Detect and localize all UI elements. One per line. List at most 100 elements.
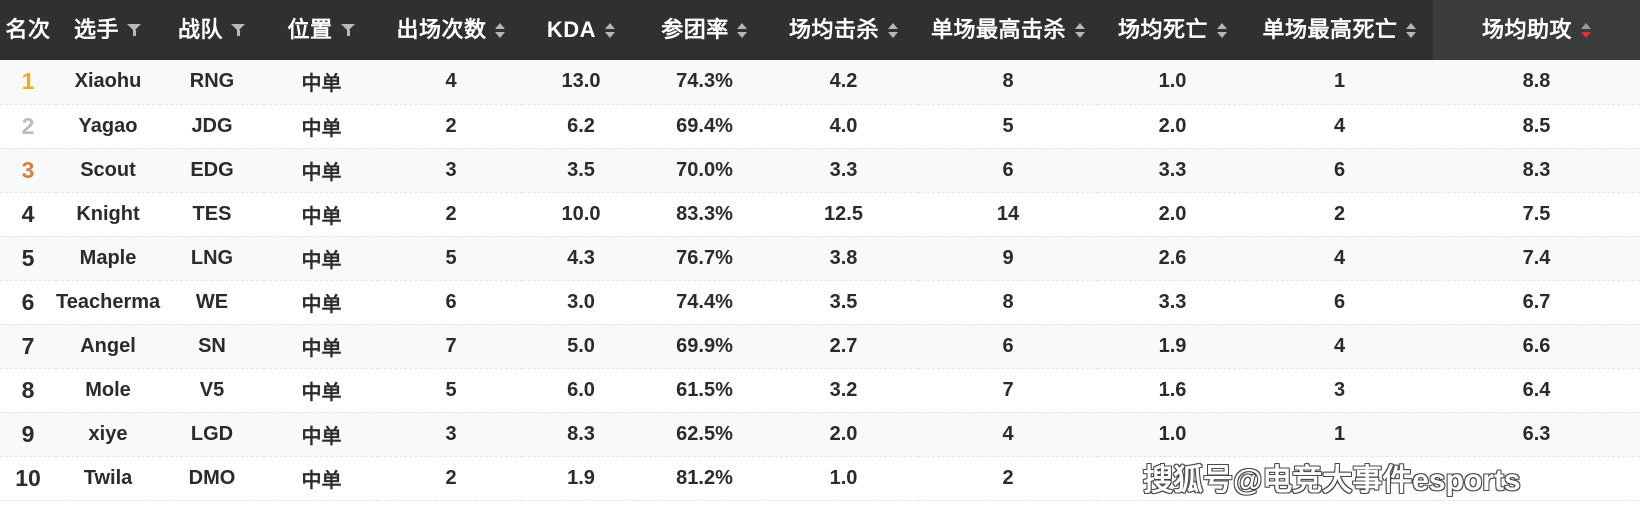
table-row[interactable]: 4 Knight TES 中单 2 10.0 83.3% 12.5 14 2.0 2 7.5 — [0, 192, 1640, 237]
cell-avgk: 4.2 — [770, 60, 917, 105]
cell-avgk: 2.7 — [770, 324, 917, 369]
table-header-row: 名次 选手 战队 位置 出场次数 KDA 参团率 场均击杀 单场最高击杀 场均死亡 单场最高死亡 场均… — [0, 0, 1640, 60]
cell-maxd: 3 — [1246, 368, 1433, 413]
cell-maxd: 4 — [1246, 324, 1433, 369]
cell-kda: 4.3 — [523, 236, 639, 281]
cell-rank: 2 — [0, 104, 56, 149]
filter-icon[interactable] — [340, 23, 356, 37]
player-stats-table: 名次 选手 战队 位置 出场次数 KDA 参团率 场均击杀 单场最高击杀 场均死亡 单场最高死亡 场均… — [0, 0, 1640, 501]
table-row[interactable]: 8 Mole V5 中单 5 6.0 61.5% 3.2 7 1.6 3 6.4 — [0, 368, 1640, 413]
cell-games: 4 — [379, 60, 523, 105]
cell-player: Knight — [56, 192, 160, 237]
cell-kda: 8.3 — [523, 412, 639, 457]
table-row[interactable]: 1 Xiaohu RNG 中单 4 13.0 74.3% 4.2 8 1.0 1 8.8 — [0, 60, 1640, 105]
column-header-label: 场均击杀 — [788, 17, 879, 42]
cell-kda: 3.5 — [523, 148, 639, 193]
column-header-position[interactable]: 位置 — [264, 0, 379, 60]
column-header-rank[interactable]: 名次 — [0, 0, 56, 60]
cell-rank: 1 — [0, 60, 56, 105]
cell-maxd — [1246, 456, 1433, 501]
cell-avgd: 2.6 — [1099, 236, 1246, 281]
column-header-team[interactable]: 战队 — [160, 0, 264, 60]
cell-avgd: 1.0 — [1099, 60, 1246, 105]
cell-avgk: 3.5 — [770, 280, 917, 325]
table-row[interactable]: 9 xiye LGD 中单 3 8.3 62.5% 2.0 4 1.0 1 6.3 — [0, 412, 1640, 457]
filter-icon[interactable] — [127, 23, 142, 37]
cell-maxd: 6 — [1246, 148, 1433, 193]
cell-player: xiye — [56, 412, 160, 457]
cell-kp: 81.2% — [639, 456, 770, 501]
cell-position: 中单 — [264, 324, 379, 369]
cell-games: 2 — [379, 104, 523, 149]
cell-maxd: 6 — [1246, 280, 1433, 325]
cell-maxk: 6 — [917, 324, 1099, 369]
cell-avgk: 2.0 — [770, 412, 917, 457]
column-header-games[interactable]: 出场次数 — [379, 0, 523, 60]
table-row[interactable]: 10 Twila DMO 中单 2 1.9 81.2% 1.0 2 — [0, 456, 1640, 501]
sort-descending-icon[interactable] — [1580, 21, 1591, 39]
table-row[interactable]: 2 Yagao JDG 中单 2 6.2 69.4% 4.0 5 2.0 4 8.5 — [0, 104, 1640, 149]
table-row[interactable]: 7 Angel SN 中单 7 5.0 69.9% 2.7 6 1.9 4 6.6 — [0, 324, 1640, 369]
cell-kp: 83.3% — [639, 192, 770, 237]
cell-kp: 74.3% — [639, 60, 770, 105]
cell-kp: 62.5% — [639, 412, 770, 457]
sort-icon[interactable] — [495, 21, 506, 39]
cell-player: Twila — [56, 456, 160, 501]
sort-icon[interactable] — [1216, 21, 1227, 39]
cell-maxd: 2 — [1246, 192, 1433, 237]
cell-maxd: 4 — [1246, 104, 1433, 149]
cell-team: JDG — [160, 104, 264, 149]
column-header-kp[interactable]: 参团率 — [639, 0, 770, 60]
cell-rank: 9 — [0, 412, 56, 457]
cell-avgk: 3.3 — [770, 148, 917, 193]
cell-kda: 1.9 — [523, 456, 639, 501]
cell-rank: 3 — [0, 148, 56, 193]
cell-maxd: 1 — [1246, 60, 1433, 105]
sort-icon[interactable] — [737, 21, 748, 39]
column-header-kda[interactable]: KDA — [523, 0, 639, 60]
cell-maxk: 8 — [917, 280, 1099, 325]
column-header-avgd[interactable]: 场均死亡 — [1099, 0, 1246, 60]
cell-team: LNG — [160, 236, 264, 281]
cell-player: Angel — [56, 324, 160, 369]
cell-avgk: 1.0 — [770, 456, 917, 501]
sort-icon[interactable] — [887, 21, 898, 39]
cell-rank: 4 — [0, 192, 56, 237]
column-header-label: 位置 — [287, 17, 333, 42]
column-header-avga[interactable]: 场均助攻 — [1433, 0, 1640, 60]
sort-icon[interactable] — [1406, 21, 1417, 39]
cell-avga: 7.4 — [1433, 236, 1640, 281]
cell-team: V5 — [160, 368, 264, 413]
column-header-maxk[interactable]: 单场最高击杀 — [917, 0, 1099, 60]
cell-player: Mole — [56, 368, 160, 413]
cell-player: Yagao — [56, 104, 160, 149]
column-header-maxd[interactable]: 单场最高死亡 — [1246, 0, 1433, 60]
cell-kp: 70.0% — [639, 148, 770, 193]
cell-avgd: 1.9 — [1099, 324, 1246, 369]
column-header-label: 参团率 — [661, 17, 729, 42]
cell-kda: 3.0 — [523, 280, 639, 325]
cell-avgd: 2.0 — [1099, 192, 1246, 237]
column-header-player[interactable]: 选手 — [56, 0, 160, 60]
cell-team: WE — [160, 280, 264, 325]
cell-kda: 5.0 — [523, 324, 639, 369]
cell-avgk: 12.5 — [770, 192, 917, 237]
cell-avga: 6.3 — [1433, 412, 1640, 457]
sort-icon[interactable] — [604, 21, 615, 39]
cell-maxk: 2 — [917, 456, 1099, 501]
filter-icon[interactable] — [231, 23, 246, 37]
cell-avgk: 3.2 — [770, 368, 917, 413]
table-row[interactable]: 6 Teacherma WE 中单 6 3.0 74.4% 3.5 8 3.3 6 6.7 — [0, 280, 1640, 325]
table-body: 1 Xiaohu RNG 中单 4 13.0 74.3% 4.2 8 1.0 1 8.8 2 Yagao J… — [0, 60, 1640, 501]
cell-games: 3 — [379, 412, 523, 457]
column-header-avgk[interactable]: 场均击杀 — [770, 0, 917, 60]
cell-games: 5 — [379, 368, 523, 413]
table-row[interactable]: 3 Scout EDG 中单 3 3.5 70.0% 3.3 6 3.3 6 8.3 — [0, 148, 1640, 193]
cell-rank: 8 — [0, 368, 56, 413]
sort-icon[interactable] — [1074, 21, 1085, 39]
cell-games: 6 — [379, 280, 523, 325]
cell-maxk: 6 — [917, 148, 1099, 193]
cell-avgd: 3.3 — [1099, 148, 1246, 193]
table-row[interactable]: 5 Maple LNG 中单 5 4.3 76.7% 3.8 9 2.6 4 7.4 — [0, 236, 1640, 281]
